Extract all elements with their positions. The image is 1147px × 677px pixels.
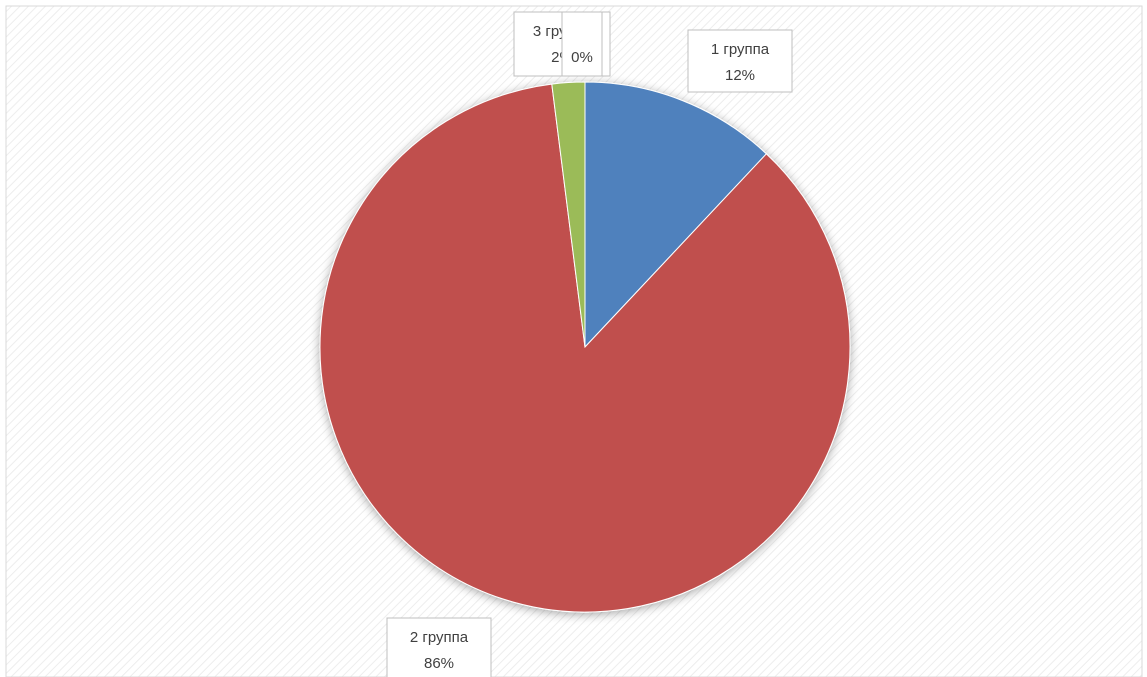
data-label-2: 2 группа 86% bbox=[386, 617, 492, 677]
data-label-1: 1 группа 12% bbox=[687, 29, 793, 93]
data-label-box bbox=[687, 29, 793, 93]
data-label-percent: 0% bbox=[571, 49, 593, 66]
pie-slice-1 bbox=[584, 81, 768, 349]
data-label-percent: 12% bbox=[725, 67, 755, 84]
data-label-box bbox=[386, 617, 492, 677]
data-label-box bbox=[561, 11, 603, 77]
data-label-category: 2 группа bbox=[410, 629, 469, 646]
data-label-4: 0% bbox=[561, 11, 603, 77]
pie-slice-3 bbox=[551, 81, 586, 348]
pie-slices bbox=[319, 81, 851, 613]
data-label-category: 1 группа bbox=[711, 41, 770, 58]
data-label-percent: 86% bbox=[424, 655, 454, 672]
pie-slice-2 bbox=[319, 83, 851, 613]
